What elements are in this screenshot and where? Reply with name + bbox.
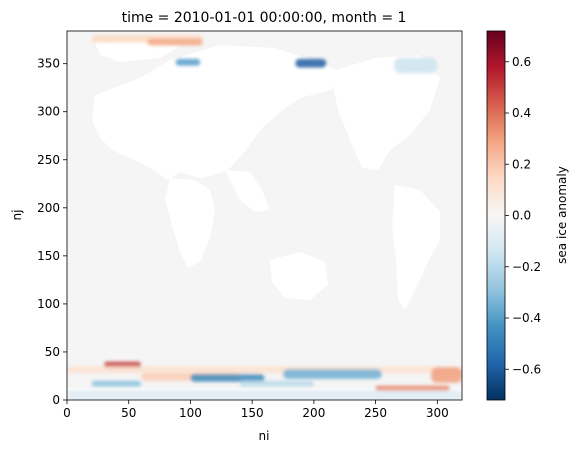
y-axis: 0 50 100 150 200 250 300 350 [37, 57, 67, 407]
x-tick-label: 250 [364, 406, 387, 420]
anomaly-cell [239, 380, 314, 387]
x-tick-label: 50 [121, 406, 136, 420]
anomaly-cell [283, 369, 382, 379]
land-africa [165, 178, 215, 268]
land-eurasia [92, 45, 345, 180]
x-tick-label: 300 [426, 406, 449, 420]
colorbar-ticks: −0.6 −0.4 −0.2 0.0 0.2 0.4 0.6 [505, 55, 541, 376]
anomaly-cell [394, 57, 438, 74]
colorbar-label: sea ice anomaly [555, 166, 569, 264]
anomaly-cell [147, 38, 203, 46]
x-tick-label: 0 [63, 406, 71, 420]
colorbar-tick-label: −0.4 [512, 311, 541, 325]
chart-title: time = 2010-01-01 00:00:00, month = 1 [122, 10, 407, 26]
x-axis-label: ni [259, 429, 270, 443]
y-tick-label: 150 [37, 249, 60, 263]
plot-area [66, 30, 463, 401]
x-tick-label: 100 [179, 406, 202, 420]
land-australia [270, 252, 328, 300]
y-tick-label: 200 [37, 201, 60, 215]
land-north-america [330, 55, 440, 170]
y-axis-label: nj [10, 210, 24, 221]
anomaly-cell [175, 58, 201, 66]
land-south-asia [225, 170, 270, 212]
anomaly-cell [67, 366, 462, 374]
y-tick-label: 100 [37, 297, 60, 311]
anomaly-cell [91, 380, 142, 387]
land-greenland [95, 40, 180, 62]
colorbar-tick-label: 0.4 [512, 106, 531, 120]
colorbar: −0.6 −0.4 −0.2 0.0 0.2 0.4 0.6 sea ice anomaly [486, 30, 569, 401]
colorbar-tick-label: −0.6 [512, 362, 541, 376]
y-tick-label: 0 [52, 393, 60, 407]
y-tick-label: 350 [37, 57, 60, 71]
x-tick-label: 200 [302, 406, 325, 420]
x-axis: 0 50 100 150 200 250 300 [63, 400, 449, 420]
anomaly-cells [67, 34, 462, 400]
anomaly-cell [295, 58, 327, 68]
y-tick-label: 250 [37, 153, 60, 167]
anomaly-cell [67, 390, 462, 400]
colorbar-gradient [486, 30, 506, 401]
anomaly-cell [431, 367, 462, 383]
y-tick-label: 300 [37, 105, 60, 119]
land-south-america [392, 185, 440, 310]
colorbar-tick-label: 0.2 [512, 157, 531, 171]
anomaly-cell [190, 374, 265, 382]
colorbar-tick-label: 0.0 [512, 209, 531, 223]
y-tick-label: 50 [45, 345, 60, 359]
plot-frame [66, 30, 463, 401]
colorbar-tick-label: 0.6 [512, 55, 531, 69]
colorbar-tick-label: −0.2 [512, 260, 541, 274]
anomaly-cell [375, 385, 450, 392]
x-tick-label: 150 [241, 406, 264, 420]
